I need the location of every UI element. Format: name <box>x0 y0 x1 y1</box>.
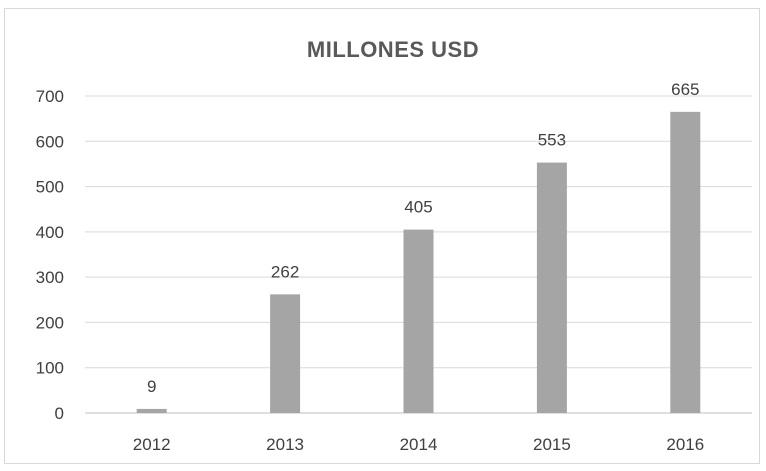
x-tick-label: 2015 <box>533 435 571 454</box>
data-labels: 9 262 405 553 665 <box>147 80 700 396</box>
x-tick-label: 2012 <box>133 435 171 454</box>
y-tick-label: 300 <box>36 268 64 287</box>
data-label-2012: 9 <box>147 377 156 396</box>
data-label-2013: 262 <box>271 262 299 281</box>
bar-2012 <box>136 408 167 413</box>
x-tick-label: 2014 <box>400 435 438 454</box>
x-axis-ticks: 2012 2013 2014 2015 2016 <box>133 435 704 454</box>
bar-2015 <box>536 162 567 413</box>
chart-frame <box>4 8 760 464</box>
y-tick-label: 100 <box>36 359 64 378</box>
bar-2016 <box>670 111 701 413</box>
bar-2014 <box>403 229 434 413</box>
y-tick-label: 600 <box>36 132 64 151</box>
y-tick-label: 700 <box>36 87 64 106</box>
y-axis-ticks: 0 100 200 300 400 500 600 700 <box>36 87 64 423</box>
data-label-2015: 553 <box>538 131 566 150</box>
data-label-2014: 405 <box>404 198 432 217</box>
x-tick-label: 2016 <box>666 435 704 454</box>
bars <box>136 111 701 413</box>
y-tick-label: 400 <box>36 223 64 242</box>
data-label-2016: 665 <box>671 80 699 99</box>
chart-title: MILLONES USD <box>307 37 479 62</box>
x-tick-label: 2013 <box>266 435 304 454</box>
y-tick-label: 500 <box>36 178 64 197</box>
y-tick-label: 0 <box>55 404 64 423</box>
bar-2013 <box>270 294 301 413</box>
y-tick-label: 200 <box>36 313 64 332</box>
